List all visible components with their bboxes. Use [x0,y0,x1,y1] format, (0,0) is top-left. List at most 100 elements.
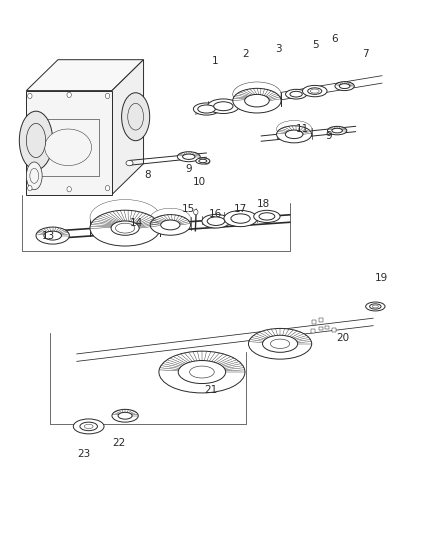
Ellipse shape [115,223,134,233]
Ellipse shape [207,99,239,114]
Ellipse shape [28,93,32,99]
Ellipse shape [111,221,139,235]
Text: 18: 18 [256,199,269,208]
Ellipse shape [126,160,133,166]
Ellipse shape [213,102,233,111]
Ellipse shape [202,159,209,164]
Ellipse shape [276,126,311,143]
Bar [318,318,322,322]
Ellipse shape [193,209,198,215]
Text: 3: 3 [275,44,282,54]
Ellipse shape [262,335,297,352]
Ellipse shape [80,422,97,431]
Ellipse shape [276,120,311,138]
Bar [325,326,328,329]
Ellipse shape [73,419,104,434]
Text: 9: 9 [324,131,331,141]
Polygon shape [112,60,143,195]
Polygon shape [26,60,143,91]
Ellipse shape [182,154,194,159]
Ellipse shape [331,128,342,133]
Ellipse shape [30,168,39,183]
Ellipse shape [84,424,93,429]
Ellipse shape [160,220,180,230]
Ellipse shape [285,90,306,99]
Polygon shape [26,91,112,195]
Text: 20: 20 [336,334,349,343]
Ellipse shape [285,130,302,139]
Ellipse shape [127,103,143,130]
Text: 6: 6 [330,35,337,44]
Ellipse shape [232,82,280,107]
Text: 21: 21 [204,385,217,395]
Ellipse shape [232,88,280,113]
Ellipse shape [159,351,244,393]
Ellipse shape [334,82,353,91]
Ellipse shape [118,413,132,419]
Ellipse shape [198,105,215,113]
Ellipse shape [150,208,190,229]
Ellipse shape [28,185,32,191]
Bar [311,329,314,333]
Ellipse shape [201,214,230,228]
Ellipse shape [195,158,209,164]
Ellipse shape [26,162,42,190]
Ellipse shape [105,185,110,191]
Ellipse shape [339,84,349,88]
Text: 10: 10 [193,177,206,187]
Text: 23: 23 [78,449,91,459]
Ellipse shape [310,89,318,93]
Ellipse shape [26,124,46,158]
Ellipse shape [369,304,380,309]
Ellipse shape [105,93,110,99]
Ellipse shape [289,91,301,97]
Ellipse shape [248,328,311,359]
Bar [37,119,99,176]
Text: 13: 13 [42,231,55,240]
Ellipse shape [36,227,69,244]
Ellipse shape [44,231,61,240]
Text: 7: 7 [361,50,368,59]
Ellipse shape [207,217,224,225]
Text: 22: 22 [112,439,125,448]
Ellipse shape [177,152,200,161]
Ellipse shape [371,305,378,308]
Ellipse shape [193,103,219,115]
Ellipse shape [67,92,71,98]
Bar [331,328,335,332]
Bar [318,327,322,330]
Text: 17: 17 [233,204,247,214]
Text: 15: 15 [182,204,195,214]
Ellipse shape [112,409,138,422]
Ellipse shape [258,213,274,220]
Ellipse shape [45,129,92,166]
Ellipse shape [19,111,53,170]
Ellipse shape [90,199,160,236]
Text: 8: 8 [143,170,150,180]
Ellipse shape [198,159,206,163]
Ellipse shape [327,126,346,135]
Text: 5: 5 [311,41,318,50]
Text: 2: 2 [242,50,249,59]
Ellipse shape [307,88,321,94]
Text: 19: 19 [374,273,388,283]
Bar [311,320,315,324]
Text: 16: 16 [208,209,221,219]
Ellipse shape [67,187,71,192]
Ellipse shape [223,211,257,227]
Text: 9: 9 [185,165,192,174]
Ellipse shape [253,211,279,222]
Text: 1: 1 [211,56,218,66]
Ellipse shape [38,233,45,238]
Ellipse shape [244,94,268,107]
Ellipse shape [121,93,149,141]
Ellipse shape [90,210,160,246]
Ellipse shape [150,215,190,235]
Text: 11: 11 [295,124,308,134]
Text: 14: 14 [129,218,142,228]
Ellipse shape [230,214,250,223]
Ellipse shape [302,85,326,97]
Ellipse shape [178,360,225,384]
Ellipse shape [365,302,384,311]
Ellipse shape [189,366,214,378]
